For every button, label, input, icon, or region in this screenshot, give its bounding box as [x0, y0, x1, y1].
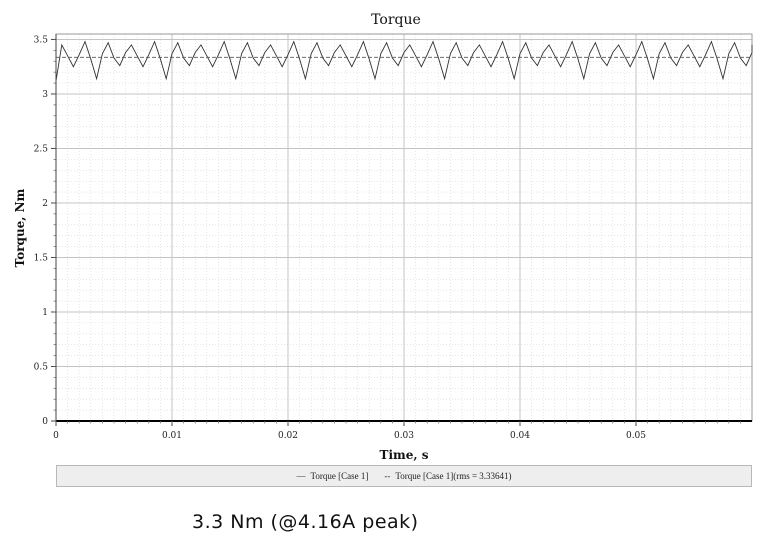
y-tick-label: 1 — [42, 308, 48, 318]
legend-label-torque: Torque [Case 1] — [310, 471, 369, 481]
x-tick-label: 0.03 — [394, 431, 414, 441]
legend-solid-line-icon: — — [296, 471, 306, 481]
y-axis-label: Torque, Nm — [13, 188, 27, 267]
chart-title: Torque — [371, 12, 421, 28]
x-tick-label: 0.04 — [510, 431, 530, 441]
legend: — Torque [Case 1] -- Torque [Case 1](rms… — [56, 465, 752, 487]
y-tick-label: 2.5 — [34, 144, 49, 154]
y-tick-label: 3.5 — [34, 35, 49, 45]
series-torque-line — [55, 40, 753, 92]
x-tick-label: 0.05 — [626, 431, 646, 441]
legend-label-torque-rms: Torque [Case 1](rms = 3.33641) — [395, 471, 512, 481]
y-tick-label: 1.5 — [34, 253, 49, 263]
y-tick-label: 3 — [42, 90, 48, 100]
grid-layer — [55, 34, 752, 422]
legend-item-torque: — Torque [Case 1] — [296, 471, 368, 481]
y-tick-label: 2 — [42, 199, 48, 209]
caption-text: 3.3 Nm (@4.16A peak) — [192, 511, 419, 533]
axis-layer: 0 0.01 0.02 0.03 0.04 0.05 0 0.5 1 1.5 2 2.5 3 3.5 — [34, 34, 741, 441]
x-tick-label: 0.02 — [278, 431, 298, 441]
y-tick-label: 0 — [42, 417, 48, 427]
x-tick-label: 0.01 — [162, 431, 182, 441]
x-axis-label: Time, s — [380, 448, 429, 462]
x-tick-label: 0 — [53, 431, 59, 441]
y-tick-label: 0.5 — [34, 362, 49, 372]
legend-dashed-line-icon: -- — [384, 471, 391, 481]
legend-item-torque-rms: -- Torque [Case 1](rms = 3.33641) — [384, 471, 511, 481]
